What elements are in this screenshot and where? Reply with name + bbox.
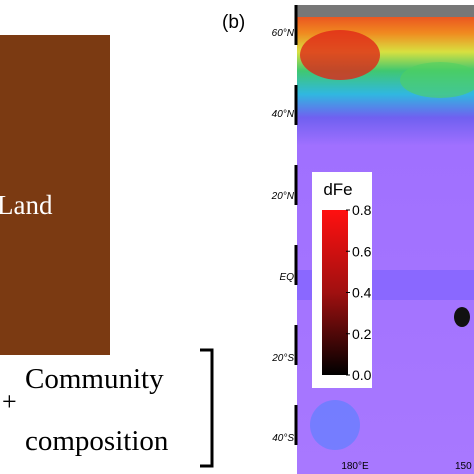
plus: + xyxy=(2,387,17,416)
lat-label: 20°S xyxy=(271,353,294,364)
land-strip xyxy=(297,5,474,17)
colorbar-tick-label: 0.6 xyxy=(352,243,372,259)
colorbar xyxy=(322,210,348,375)
colorbar-title: dFe xyxy=(323,180,352,199)
colorbar-tick-label: 0.2 xyxy=(352,326,372,342)
lat-label: 40°N xyxy=(272,109,295,120)
land-label: Land xyxy=(0,190,53,220)
panel-label: (b) xyxy=(222,12,245,33)
lat-label: 60°N xyxy=(272,28,295,39)
bracket xyxy=(200,348,214,468)
land-box xyxy=(0,35,110,355)
lon-label: 150 xyxy=(455,461,472,472)
colorbar-tick-label: 0.8 xyxy=(352,202,372,218)
lat-label: 40°S xyxy=(272,433,294,444)
island xyxy=(454,307,470,327)
lat-label: 20°N xyxy=(271,191,295,202)
text-line: Community xyxy=(25,363,164,395)
map-blob xyxy=(310,400,360,450)
text-line: composition xyxy=(25,425,169,457)
map-blob xyxy=(400,62,474,98)
lat-label: EQ xyxy=(280,272,295,283)
lon-label: 180°E xyxy=(341,461,369,472)
map-blob xyxy=(300,30,380,80)
colorbar-tick-label: 0.0 xyxy=(352,367,372,383)
colorbar-tick-label: 0.4 xyxy=(352,285,372,301)
